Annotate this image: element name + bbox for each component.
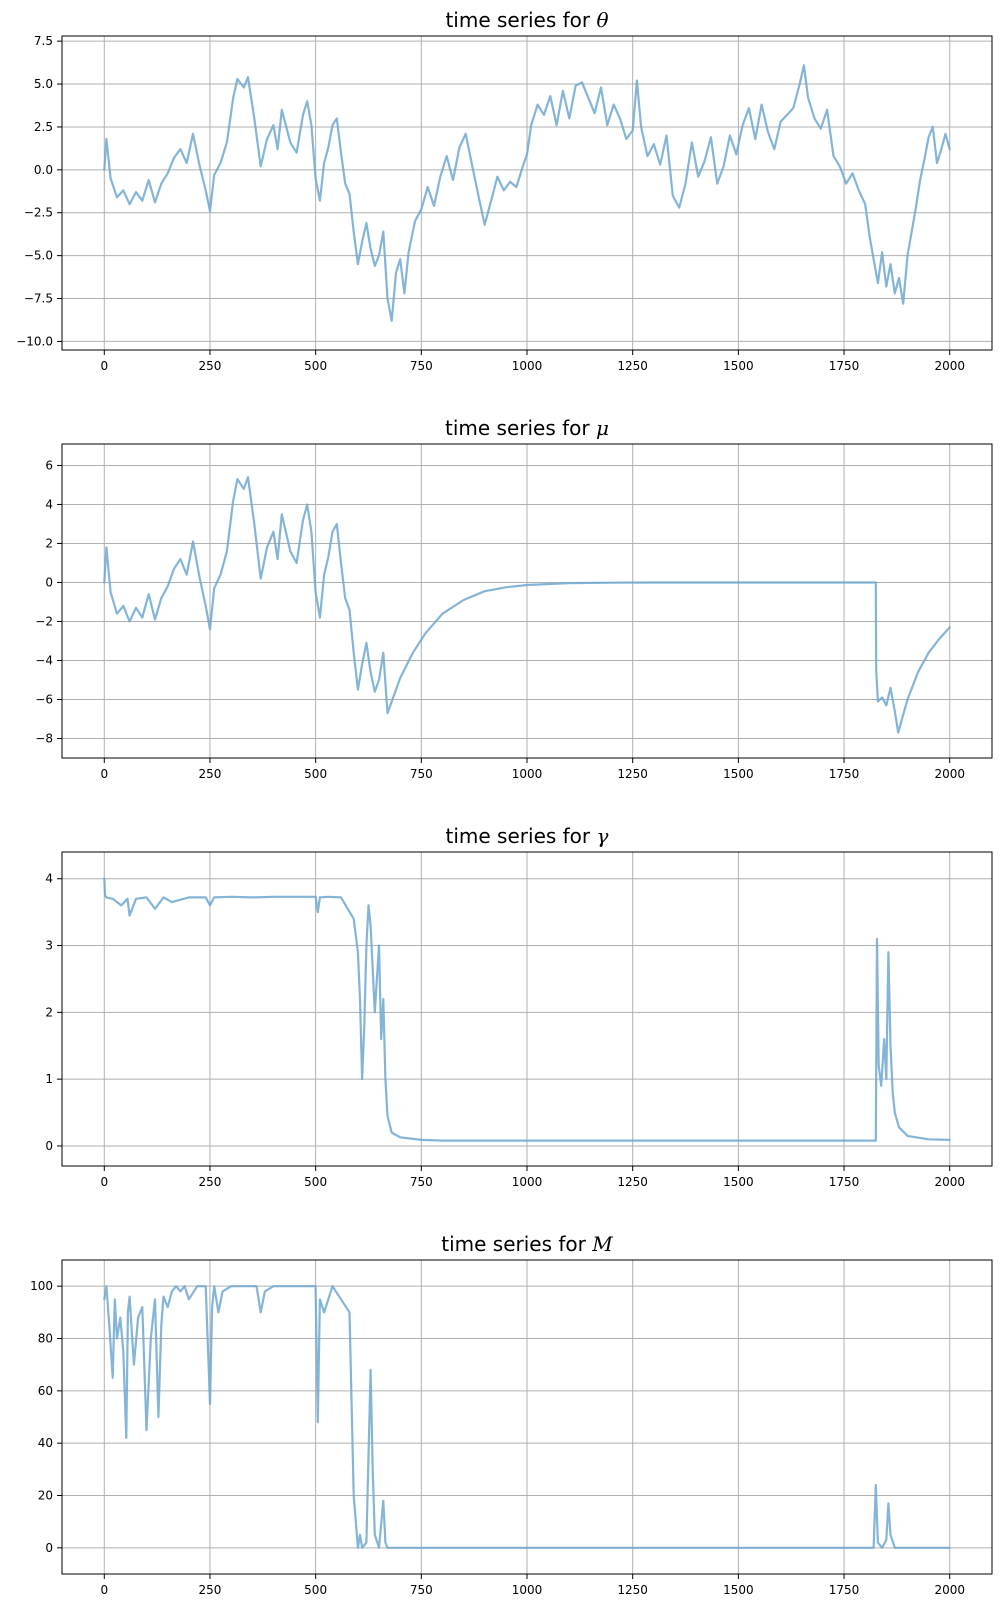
y-tick-label: −5.0	[24, 249, 53, 263]
x-tick-label: 2000	[934, 767, 965, 781]
y-tick-label: 3	[45, 939, 53, 953]
x-tick-label: 0	[100, 767, 108, 781]
panel-title: time series for γ	[446, 824, 609, 848]
x-tick-label: 500	[304, 1175, 327, 1189]
x-tick-label: 1500	[723, 1583, 754, 1597]
panel-title-symbol: M	[591, 1232, 613, 1256]
x-tick-label: 1750	[829, 359, 860, 373]
y-tick-label: 40	[38, 1436, 53, 1450]
panel-title: time series for μ	[445, 416, 609, 440]
y-tick-label: 2	[45, 536, 53, 550]
chart-panel-2: 0 250 500 750 1000 1250 1500 1750 2000 −8 −6 −4 −2 0 2…	[35, 416, 993, 781]
series-line-1	[103, 877, 951, 1142]
y-tick-label: 0	[45, 1541, 53, 1555]
panel-title-text: time series for	[445, 8, 596, 32]
panel-title-text: time series for	[441, 1232, 592, 1256]
x-tick-label: 500	[304, 1583, 327, 1597]
y-tick-label: −10.0	[16, 334, 53, 348]
x-tick-label: 1000	[512, 1583, 543, 1597]
x-tick-label: 1000	[512, 767, 543, 781]
series-line-1	[103, 1285, 951, 1549]
x-tick-label: 500	[304, 359, 327, 373]
x-tick-label: 1750	[829, 1583, 860, 1597]
x-tick-label: 1500	[723, 767, 754, 781]
x-tick-label: 750	[410, 767, 433, 781]
x-tick-label: 1250	[617, 767, 648, 781]
x-tick-label: 0	[100, 359, 108, 373]
chart-panel-4: 0 250 500 750 1000 1250 1500 1750 2000 0 20 40 60 80 1…	[30, 1232, 993, 1597]
panel-title: time series for M	[441, 1232, 613, 1256]
panel-title-symbol: γ	[597, 824, 609, 848]
y-tick-label: 2.5	[34, 120, 53, 134]
x-tick-label: 250	[199, 1583, 222, 1597]
chart-panel-1: 0 250 500 750 1000 1250 1500 1750 2000 −10.0 −7.5 −…	[16, 8, 993, 373]
x-tick-label: 1750	[829, 1175, 860, 1189]
panel-title-symbol: θ	[596, 8, 608, 32]
x-tick-label: 1000	[512, 359, 543, 373]
y-tick-label: 6	[45, 458, 53, 472]
x-tick-label: 0	[100, 1583, 108, 1597]
y-tick-label: 60	[38, 1384, 53, 1398]
y-tick-label: 100	[30, 1279, 53, 1293]
y-tick-label: 7.5	[34, 34, 53, 48]
x-tick-label: 1000	[512, 1175, 543, 1189]
y-tick-label: 20	[38, 1489, 53, 1503]
y-tick-label: 0	[45, 1139, 53, 1153]
x-tick-label: 1250	[617, 1175, 648, 1189]
x-tick-label: 750	[410, 359, 433, 373]
x-tick-label: 750	[410, 1175, 433, 1189]
x-tick-label: 750	[410, 1583, 433, 1597]
panel-title-text: time series for	[446, 824, 597, 848]
y-tick-label: 2	[45, 1005, 53, 1019]
chart-panel-3: 0 250 500 750 1000 1250 1500 1750 2000 0 1 2 3 4 time …	[45, 824, 993, 1189]
y-tick-label: −8	[35, 731, 53, 745]
x-tick-label: 250	[199, 767, 222, 781]
x-tick-label: 500	[304, 767, 327, 781]
x-tick-label: 1750	[829, 767, 860, 781]
y-tick-label: 80	[38, 1332, 53, 1346]
x-tick-label: 2000	[934, 1583, 965, 1597]
panel-title-symbol: μ	[596, 416, 609, 440]
x-tick-label: 1250	[617, 359, 648, 373]
y-tick-label: 5.0	[34, 77, 53, 91]
y-tick-label: −4	[35, 653, 53, 667]
series-line-1	[103, 476, 951, 734]
y-tick-label: 0.0	[34, 163, 53, 177]
y-tick-label: −2.5	[24, 206, 53, 220]
panel-title-text: time series for	[445, 416, 596, 440]
x-tick-label: 0	[100, 1175, 108, 1189]
y-tick-label: −6	[35, 692, 53, 706]
y-tick-label: 4	[45, 872, 53, 886]
x-tick-label: 250	[199, 1175, 222, 1189]
x-tick-label: 1500	[723, 359, 754, 373]
y-tick-label: −7.5	[24, 292, 53, 306]
panel-title: time series for θ	[445, 8, 608, 32]
y-tick-label: 0	[45, 575, 53, 589]
x-tick-label: 2000	[934, 1175, 965, 1189]
x-tick-label: 1250	[617, 1583, 648, 1597]
x-tick-label: 250	[199, 359, 222, 373]
x-tick-label: 1500	[723, 1175, 754, 1189]
series-line-1	[103, 64, 951, 322]
y-tick-label: 4	[45, 497, 53, 511]
x-tick-label: 2000	[934, 359, 965, 373]
y-tick-label: 1	[45, 1072, 53, 1086]
y-tick-label: −2	[35, 614, 53, 628]
